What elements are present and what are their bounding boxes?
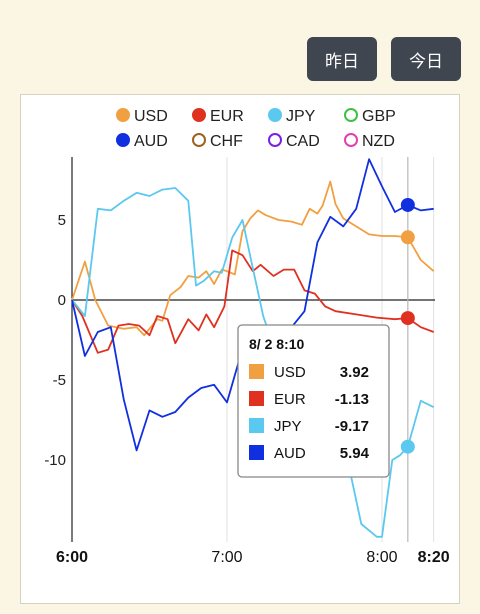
tooltip-swatch (249, 391, 264, 406)
tooltip-series-value: 5.94 (340, 445, 370, 462)
legend-marker-usd[interactable] (116, 108, 130, 122)
tooltip-swatch (249, 445, 264, 460)
currency-strength-chart: USD EUR JPY GBP AUD CHF CAD NZD 5 0 -5 -10 6:00 7:00 8… (44, 108, 450, 566)
tooltip-swatch (249, 418, 264, 433)
hover-point-usd (400, 230, 415, 245)
series-line-jpy (71, 187, 435, 538)
tooltip-box (237, 324, 390, 478)
tooltip-series-name: EUR (274, 391, 306, 408)
today-button[interactable]: 今日 (391, 37, 461, 81)
x-tick-label: 8:20 (418, 549, 450, 566)
chart-panel: USD EUR JPY GBP AUD CHF CAD NZD 5 0 -5 -10 6:00 7:00 8… (20, 94, 460, 604)
x-tick-label: 8:00 (366, 549, 397, 566)
legend-marker-eur[interactable] (192, 108, 206, 122)
hover-point-aud (400, 197, 415, 212)
legend-label-eur[interactable]: EUR (210, 108, 244, 125)
legend-label-aud[interactable]: AUD (134, 133, 168, 150)
legend-label-gbp[interactable]: GBP (362, 108, 396, 125)
tooltip-series-value: -1.13 (335, 391, 369, 408)
legend-marker-jpy[interactable] (268, 108, 282, 122)
series-line-usd (71, 180, 435, 337)
legend-marker-nzd[interactable] (344, 133, 358, 147)
tooltip-series-name: AUD (274, 445, 306, 462)
yesterday-button[interactable]: 昨日 (307, 37, 377, 81)
legend-marker-chf[interactable] (192, 133, 206, 147)
legend-label-nzd[interactable]: NZD (362, 133, 395, 150)
legend-marker-gbp[interactable] (344, 108, 358, 122)
y-tick-label: 5 (58, 212, 66, 229)
hover-point-eur (400, 311, 415, 326)
legend-marker-cad[interactable] (268, 133, 282, 147)
x-tick-label: 7:00 (211, 549, 242, 566)
series-line-eur (71, 249, 435, 354)
legend-label-usd[interactable]: USD (134, 108, 168, 125)
legend-label-cad[interactable]: CAD (286, 133, 320, 150)
tooltip-series-value: -9.17 (335, 418, 369, 435)
y-tick-label: -5 (53, 372, 66, 389)
legend-label-jpy[interactable]: JPY (286, 108, 316, 125)
tooltip-title: 8/ 2 8:10 (249, 336, 304, 352)
y-tick-label: -10 (44, 452, 66, 469)
y-tick-label: 0 (58, 292, 66, 309)
hover-point-jpy (400, 439, 415, 454)
tooltip-swatch (249, 364, 264, 379)
tooltip-series-name: JPY (274, 418, 302, 435)
legend-marker-aud[interactable] (116, 133, 130, 147)
tooltip-series-value: 3.92 (340, 364, 369, 381)
x-tick-label: 6:00 (56, 549, 88, 566)
tooltip-series-name: USD (274, 364, 306, 381)
legend-label-chf[interactable]: CHF (210, 133, 243, 150)
